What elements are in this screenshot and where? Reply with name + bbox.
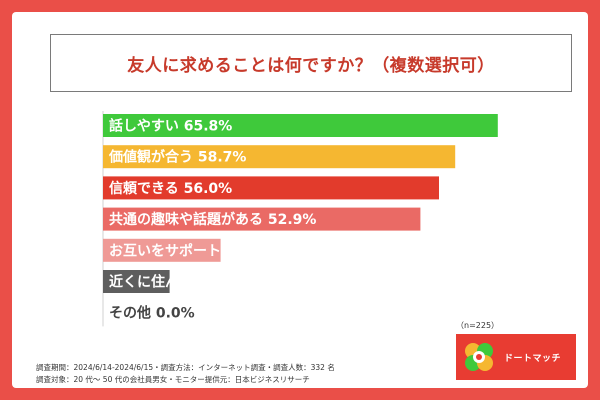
bar-chart: 話しやすい 65.8% 価値観が合う 58.7% 信頼できる 56.0% 共通の趣味や… — [102, 111, 498, 327]
sample-size-note: （n=225） — [456, 321, 500, 330]
bar-label-2: 信頼できる 56.0% — [109, 180, 232, 197]
bar-label-5: 近くに住んでいる 11.1% — [109, 274, 274, 291]
bar-0 — [103, 114, 498, 137]
bar-4 — [103, 238, 221, 262]
logo-text: ドートマッチ — [504, 353, 562, 364]
chart-card: 友人に求めることは何ですか？（複数選択可） 話しやすい 65.8% 価値観が合う … — [12, 12, 588, 388]
bar-label-0: 話しやすい 65.8% — [109, 118, 232, 135]
logo: ドートマッチ — [456, 334, 576, 380]
bar-label-4: お互いをサポートし合える 19.6% — [109, 242, 330, 259]
bar-label-6: その他 0.0% — [109, 305, 195, 322]
bar-5 — [103, 270, 170, 293]
footnote-survey-target: 調査対象：20 代～ 50 代の会社員男女・モニター提供元：日本ビジネスリサーチ — [36, 375, 310, 384]
bar-label-1: 価値観が合う 58.7% — [108, 149, 246, 166]
footnote-survey-period: 調査期間：2024/6/14-2024/6/15・調査方法：インターネット調査・… — [36, 363, 335, 372]
bar-2 — [103, 176, 439, 200]
bar-label-3: 共通の趣味や話題がある 52.9% — [109, 211, 316, 228]
chart-title: 友人に求めることは何ですか？（複数選択可） — [127, 55, 495, 76]
bar-3 — [103, 207, 421, 231]
clover-logo-icon — [462, 340, 496, 374]
title-box: 友人に求めることは何ですか？（複数選択可） — [50, 34, 572, 92]
bar-1 — [103, 145, 456, 169]
